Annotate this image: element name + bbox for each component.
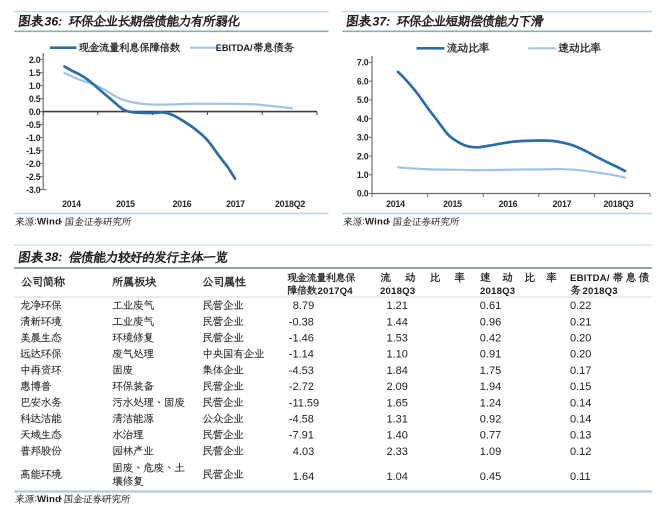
- svg-text:0.45: 0.45: [480, 471, 501, 483]
- svg-text:1.40: 1.40: [387, 430, 408, 442]
- svg-text:1.65: 1.65: [387, 397, 408, 409]
- svg-text:3.0: 3.0: [357, 133, 369, 143]
- svg-text:2.33: 2.33: [387, 446, 408, 458]
- svg-text:37:: 37:: [373, 15, 391, 29]
- svg-text:0.11: 0.11: [570, 471, 591, 483]
- svg-text:0.13: 0.13: [570, 430, 591, 442]
- svg-text:6.0: 6.0: [357, 76, 369, 86]
- svg-text:-1.5: -1.5: [26, 146, 41, 156]
- svg-text:EBITDA/: EBITDA/: [216, 43, 253, 53]
- svg-text:5.0: 5.0: [357, 95, 369, 105]
- svg-text:0.21: 0.21: [570, 316, 591, 328]
- svg-text:4.0: 4.0: [357, 114, 369, 124]
- svg-text:0.22: 0.22: [570, 300, 591, 312]
- svg-text:0.0: 0.0: [29, 107, 41, 117]
- svg-text:2.0: 2.0: [29, 55, 41, 65]
- svg-text:2018Q3: 2018Q3: [603, 199, 633, 209]
- svg-text:0.14: 0.14: [570, 414, 591, 426]
- svg-text:1.09: 1.09: [480, 446, 501, 458]
- svg-text:EBITDA/: EBITDA/: [570, 273, 610, 284]
- svg-text:1.04: 1.04: [387, 471, 408, 483]
- svg-text:2016: 2016: [499, 199, 518, 209]
- svg-text:2018Q2: 2018Q2: [275, 199, 305, 209]
- svg-text:0.61: 0.61: [480, 300, 501, 312]
- svg-text:1.44: 1.44: [387, 316, 408, 328]
- svg-text:2015: 2015: [443, 199, 462, 209]
- svg-text:1.31: 1.31: [387, 414, 408, 426]
- svg-text:0.42: 0.42: [480, 333, 501, 345]
- svg-text:7.0: 7.0: [357, 58, 369, 68]
- svg-text:2018Q3: 2018Q3: [583, 286, 618, 297]
- svg-text:0.0: 0.0: [357, 189, 369, 199]
- svg-text:2018Q3: 2018Q3: [480, 286, 515, 297]
- svg-text:0.91: 0.91: [480, 349, 501, 361]
- svg-text:1.0: 1.0: [357, 170, 369, 180]
- svg-text:0.96: 0.96: [480, 316, 501, 328]
- svg-text:0.15: 0.15: [570, 381, 591, 393]
- svg-text:0.92: 0.92: [480, 414, 501, 426]
- svg-text:-1.0: -1.0: [26, 133, 41, 143]
- svg-text:1.0: 1.0: [29, 81, 41, 91]
- svg-text:1.53: 1.53: [387, 333, 408, 345]
- svg-text:-4.58: -4.58: [289, 414, 314, 426]
- svg-text:38:: 38:: [45, 250, 63, 264]
- svg-text:1.24: 1.24: [480, 397, 501, 409]
- svg-text:-11.59: -11.59: [289, 397, 319, 409]
- svg-text:1.94: 1.94: [480, 381, 501, 393]
- svg-text:8.79: 8.79: [293, 300, 314, 312]
- svg-text:2.09: 2.09: [387, 381, 408, 393]
- svg-text:2015: 2015: [116, 199, 135, 209]
- svg-text:0.12: 0.12: [570, 446, 591, 458]
- svg-text:36:: 36:: [45, 15, 63, 29]
- svg-text:2016: 2016: [173, 199, 192, 209]
- svg-text:-2.0: -2.0: [26, 159, 41, 169]
- svg-text:-0.38: -0.38: [289, 316, 314, 328]
- svg-text:-2.72: -2.72: [289, 381, 314, 393]
- svg-text:1.10: 1.10: [387, 349, 408, 361]
- svg-text:0.20: 0.20: [570, 333, 591, 345]
- svg-text:2014: 2014: [386, 199, 405, 209]
- svg-text:2017: 2017: [226, 199, 245, 209]
- svg-text:2017: 2017: [553, 199, 572, 209]
- svg-text:1.84: 1.84: [387, 365, 408, 377]
- svg-text:Wind: Wind: [37, 494, 61, 505]
- svg-text:1.5: 1.5: [29, 68, 41, 78]
- svg-text:Wind: Wind: [37, 217, 61, 228]
- svg-text:Wind: Wind: [365, 217, 389, 228]
- svg-text:-4.53: -4.53: [289, 365, 314, 377]
- svg-text:-2.5: -2.5: [26, 172, 41, 182]
- svg-text:2014: 2014: [62, 199, 81, 209]
- svg-text:1.21: 1.21: [387, 300, 408, 312]
- svg-text:0.20: 0.20: [570, 349, 591, 361]
- svg-text:2018Q3: 2018Q3: [380, 286, 415, 297]
- svg-text:-0.5: -0.5: [26, 120, 41, 130]
- svg-text:1.64: 1.64: [293, 471, 314, 483]
- svg-text:0.5: 0.5: [29, 94, 41, 104]
- svg-text:-1.14: -1.14: [289, 349, 314, 361]
- svg-text:0.14: 0.14: [570, 397, 591, 409]
- svg-text:-3.0: -3.0: [26, 185, 41, 195]
- svg-text:0.17: 0.17: [570, 365, 591, 377]
- svg-text:2017Q4: 2017Q4: [318, 286, 354, 297]
- svg-text:4.03: 4.03: [293, 446, 314, 458]
- svg-text:1.75: 1.75: [480, 365, 501, 377]
- svg-text:0.77: 0.77: [480, 430, 501, 442]
- svg-text:2.0: 2.0: [357, 151, 369, 161]
- svg-text:-1.46: -1.46: [289, 333, 314, 345]
- svg-text:-7.91: -7.91: [289, 430, 314, 442]
